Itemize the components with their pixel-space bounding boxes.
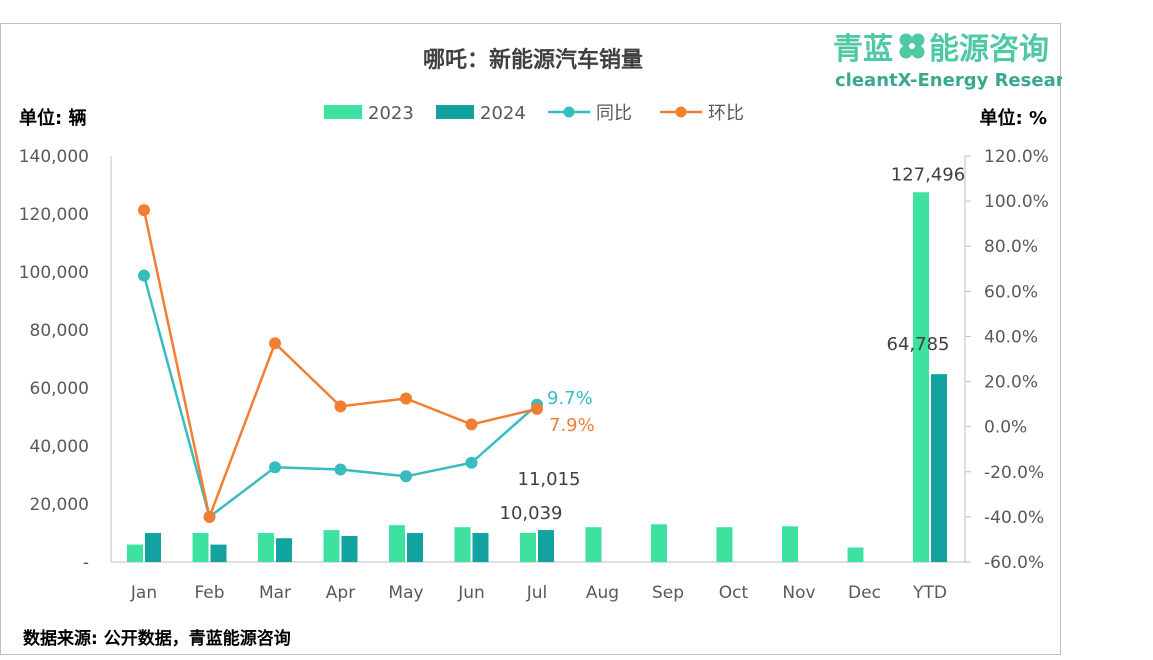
data-label: 64,785 <box>887 334 950 355</box>
legend-swatch-2023 <box>324 105 362 119</box>
y-tick-label: 40,000 <box>30 437 89 457</box>
y-tick-label: 80,000 <box>30 321 89 341</box>
data-label: 127,496 <box>891 164 965 185</box>
bar-2023-Feb <box>192 533 209 562</box>
y2-tick-label: 40.0% <box>984 327 1038 347</box>
point-环比-Jan <box>138 204 150 217</box>
bar-2024-Mar <box>276 538 292 562</box>
bar-2023-Jun <box>454 527 471 562</box>
y-tick-label: 140,000 <box>19 147 89 167</box>
bar-2023-May <box>389 525 405 562</box>
x-axis-ticks: Jan Feb Mar Apr May Jun Jul Aug Sep Oct Nov Dec YTD <box>130 583 947 603</box>
y2-tick-label: 60.0% <box>984 282 1038 302</box>
brand-logo: 青蓝 能源咨询 cleantX-Energy Research <box>833 32 1088 91</box>
point-同比-May <box>400 470 412 483</box>
y-tick-label: 100,000 <box>19 263 89 283</box>
y2-tick-label: -60.0% <box>984 553 1044 573</box>
x-tick-label: YTD <box>912 583 947 603</box>
point-环比-Feb <box>203 510 216 523</box>
y2-tick-label: 120.0% <box>984 147 1049 167</box>
right-axis-unit: 单位: % <box>980 107 1048 129</box>
y-tick-label: 20,000 <box>30 495 89 515</box>
x-tick-label: Feb <box>194 583 224 603</box>
x-tick-label: Sep <box>652 583 684 603</box>
point-环比-Jun <box>465 418 478 431</box>
bar-2024-Feb <box>210 544 227 562</box>
legend-label-2023: 2023 <box>368 103 414 124</box>
data-label: 7.9% <box>549 415 595 436</box>
point-环比-May <box>400 392 412 405</box>
bar-2023-Dec <box>847 547 864 562</box>
chart-title: 哪吒：新能源汽车销量 <box>423 47 643 73</box>
y-tick-label: 120,000 <box>19 205 89 225</box>
bar-2024-Jan <box>145 533 161 562</box>
bar-2023-Nov <box>782 526 798 562</box>
y2-tick-label: -40.0% <box>984 508 1044 528</box>
y2-tick-label: -20.0% <box>984 463 1044 483</box>
source-note: 数据来源: 公开数据，青蓝能源咨询 <box>23 628 291 649</box>
x-tick-label: Aug <box>586 583 619 603</box>
legend-label-2024: 2024 <box>480 103 526 124</box>
bar-2023-Jul <box>520 532 536 562</box>
data-label: 9.7% <box>547 388 593 409</box>
point-同比-Jun <box>465 456 478 469</box>
y-tick-label: 60,000 <box>30 379 89 399</box>
legend-label-环比: 环比 <box>708 103 744 124</box>
x-tick-label: Oct <box>719 583 749 603</box>
legend-swatch-2024 <box>436 105 474 119</box>
bar-2023-Mar <box>258 533 274 562</box>
bar-2023-Sep <box>651 524 667 562</box>
x-tick-label: Jun <box>457 583 485 603</box>
y2-tick-label: 80.0% <box>984 237 1038 257</box>
data-labels: 127,496 64,785 11,015 10,039 9.7% 7.9% <box>500 164 966 524</box>
chart-frame: 哪吒：新能源汽车销量 青蓝 能源咨询 cleantX-Energy Resear… <box>0 23 1088 655</box>
y2-tick-label: 20.0% <box>984 373 1038 393</box>
legend: 2023 2024 同比 环比 <box>324 103 744 124</box>
point-环比-Jul <box>531 402 543 415</box>
bar-2024-YTD <box>931 374 947 562</box>
y2-tick-label: 0.0% <box>984 418 1027 438</box>
legend-marker-环比 <box>675 106 687 118</box>
bar-2024-Jun <box>472 533 489 562</box>
x-tick-label: Mar <box>259 583 291 603</box>
lines <box>138 204 543 523</box>
bar-2024-May <box>407 533 423 562</box>
y-tick-label: - <box>83 553 89 573</box>
x-tick-label: Apr <box>326 583 355 603</box>
legend-label-同比: 同比 <box>596 103 632 124</box>
right-axis-ticks: -60.0% -40.0% -20.0% 0.0% 20.0% 40.0% 60.0% 80.… <box>965 147 1049 573</box>
chart: 哪吒：新能源汽车销量 青蓝 能源咨询 cleantX-Energy Resear… <box>19 32 1088 649</box>
bar-2024-Jul <box>538 530 554 562</box>
point-环比-Mar <box>269 337 281 350</box>
brand-subtitle: cleantX-Energy Research <box>835 70 1062 91</box>
bars <box>127 192 947 562</box>
bar-2023-Jan <box>127 544 143 562</box>
bar-2023-Apr <box>323 530 340 562</box>
point-同比-Apr <box>334 463 347 476</box>
point-同比-Mar <box>269 461 281 474</box>
bar-2023-YTD <box>913 192 929 562</box>
clover-icon <box>899 33 925 59</box>
x-tick-label: Nov <box>782 583 815 603</box>
x-tick-label: Jul <box>526 583 548 603</box>
brand-name-suffix: 能源咨询 <box>929 32 1049 67</box>
x-tick-label: May <box>388 583 423 603</box>
left-axis-ticks: - 20,000 40,000 60,000 80,000 100,000 120,000 1… <box>19 147 89 573</box>
bar-2023-Aug <box>585 527 602 562</box>
legend-marker-同比 <box>563 106 575 118</box>
point-环比-Apr <box>334 400 347 413</box>
bar-2024-Apr <box>341 535 358 562</box>
point-同比-Jan <box>138 269 150 282</box>
y2-tick-label: 100.0% <box>984 192 1049 212</box>
brand-name: 青蓝 <box>833 32 893 67</box>
x-tick-label: Jan <box>130 583 157 603</box>
data-label: 11,015 <box>518 469 581 490</box>
x-tick-label: Dec <box>848 583 881 603</box>
bar-2023-Oct <box>716 527 733 562</box>
left-axis-unit: 单位: 辆 <box>19 107 86 129</box>
data-label: 10,039 <box>500 503 563 524</box>
